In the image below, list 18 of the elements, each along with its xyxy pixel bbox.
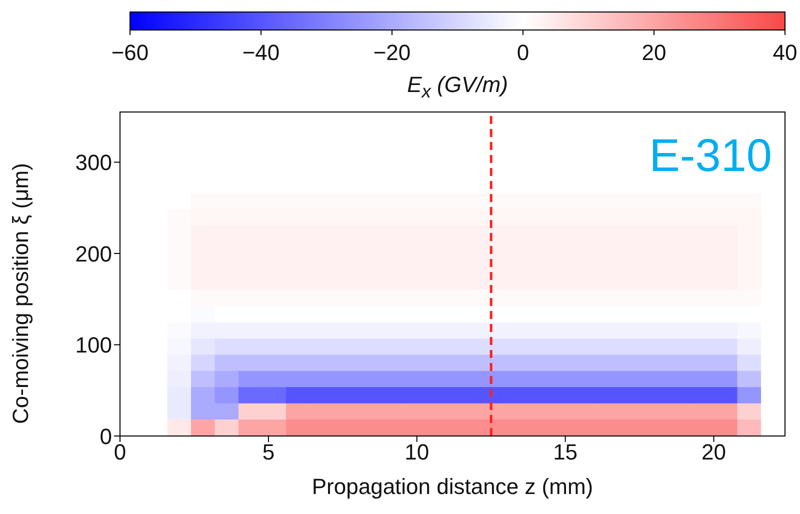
color-bar-title: E$_{x}$ (GV/m): [406, 72, 509, 102]
x-tick-label: 20: [702, 440, 726, 465]
y-axis-title: Co-moiving position ξ (μm): [8, 163, 33, 424]
y-tick-label: 200: [75, 241, 112, 266]
color-bar-label: −20: [373, 40, 411, 65]
y-tick-label: 100: [75, 332, 112, 358]
y-tick-label: 300: [75, 150, 112, 176]
x-tick-label: 10: [404, 440, 430, 465]
color-bar-label: 20: [642, 40, 666, 65]
color-bar-label: −40: [242, 40, 280, 65]
color-bar-label: 40: [772, 40, 798, 65]
x-axis-title: Propagation distance z (mm): [312, 474, 594, 499]
color-bar-label: 0: [516, 40, 530, 65]
y-tick-label: 0: [100, 424, 112, 449]
annotation: E-310: [649, 128, 772, 182]
x-tick-label: 15: [553, 440, 578, 465]
x-tick-label: 5: [262, 440, 275, 465]
color-bar-label: −60: [111, 40, 149, 65]
